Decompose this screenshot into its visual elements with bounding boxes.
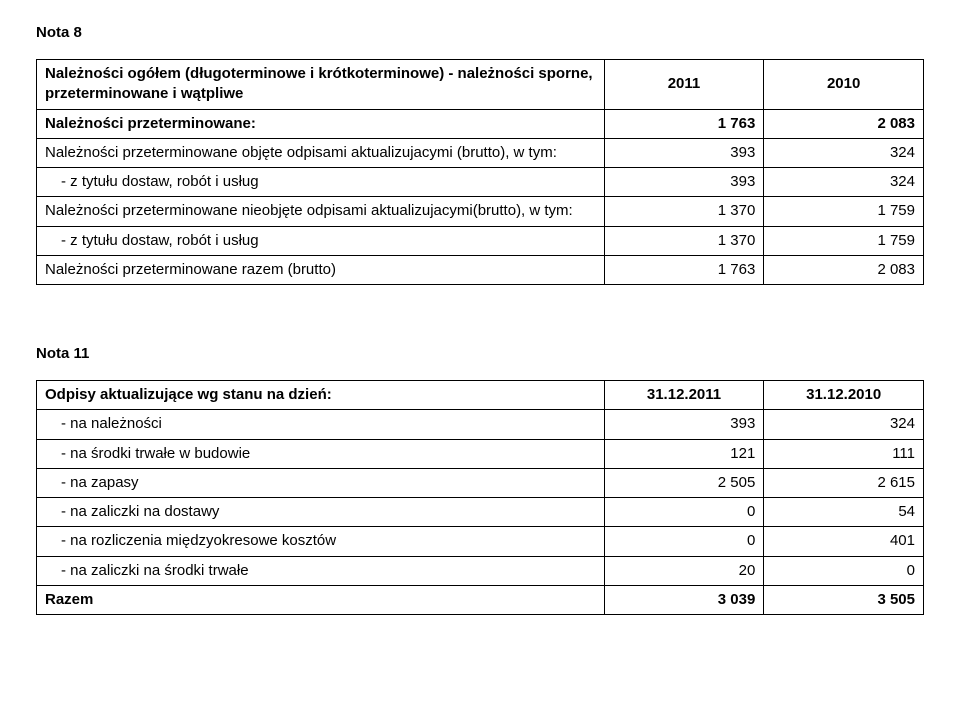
nota11-row-v1: 393 (604, 410, 764, 439)
nota8-row-label: - z tytułu dostaw, robót i usług (37, 168, 605, 197)
nota8-row-label: - z tytułu dostaw, robót i usług (37, 226, 605, 255)
nota8-row-v2: 2 083 (764, 109, 924, 138)
nota11-row-v2: 111 (764, 439, 924, 468)
nota11-row-v1: 0 (604, 527, 764, 556)
nota11-row-label: - na środki trwałe w budowie (37, 439, 605, 468)
nota11-col2: 31.12.2010 (764, 381, 924, 410)
nota8-row-v1: 1 370 (604, 197, 764, 226)
nota11-total-v2: 3 505 (764, 585, 924, 614)
nota8-row-v1: 1 763 (604, 109, 764, 138)
table-row: Należności przeterminowane razem (brutto… (37, 255, 924, 284)
table-header-row: Odpisy aktualizujące wg stanu na dzień: … (37, 381, 924, 410)
nota8-heading: Nota 8 (36, 24, 924, 41)
nota11-row-label: - na zaliczki na dostawy (37, 498, 605, 527)
nota8-row-v1: 1 370 (604, 226, 764, 255)
nota11-row-label: - na zapasy (37, 468, 605, 497)
table-row: - z tytułu dostaw, robót i usług1 3701 7… (37, 226, 924, 255)
nota8-row-v2: 324 (764, 138, 924, 167)
nota8-row-label: Należności przeterminowane nieobjęte odp… (37, 197, 605, 226)
table-row: - na zaliczki na środki trwałe200 (37, 556, 924, 585)
nota11-row-v2: 0 (764, 556, 924, 585)
nota8-row-v1: 393 (604, 168, 764, 197)
nota11-row-v1: 121 (604, 439, 764, 468)
table-row: Należności przeterminowane:1 7632 083 (37, 109, 924, 138)
nota11-row-v1: 20 (604, 556, 764, 585)
nota11-row-v1: 2 505 (604, 468, 764, 497)
nota11-row-v2: 401 (764, 527, 924, 556)
nota8-col1: 2011 (604, 60, 764, 110)
nota8-header-label: Należności ogółem (długoterminowe i krót… (37, 60, 605, 110)
nota8-row-v2: 1 759 (764, 197, 924, 226)
nota11-total-row: Razem 3 039 3 505 (37, 585, 924, 614)
table-header-row: Należności ogółem (długoterminowe i krót… (37, 60, 924, 110)
nota11-header-label: Odpisy aktualizujące wg stanu na dzień: (37, 381, 605, 410)
nota11-total-label: Razem (37, 585, 605, 614)
nota8-row-label: Należności przeterminowane objęte odpisa… (37, 138, 605, 167)
table-row: - na rozliczenia międzyokresowe kosztów0… (37, 527, 924, 556)
nota11-row-label: - na należności (37, 410, 605, 439)
nota11-table: Odpisy aktualizujące wg stanu na dzień: … (36, 380, 924, 615)
nota11-row-v2: 324 (764, 410, 924, 439)
table-row: Należności przeterminowane objęte odpisa… (37, 138, 924, 167)
table-row: - na należności393324 (37, 410, 924, 439)
nota11-row-v2: 2 615 (764, 468, 924, 497)
nota8-row-label: Należności przeterminowane razem (brutto… (37, 255, 605, 284)
table-row: - na środki trwałe w budowie121111 (37, 439, 924, 468)
nota8-col2: 2010 (764, 60, 924, 110)
table-row: Należności przeterminowane nieobjęte odp… (37, 197, 924, 226)
nota8-row-v2: 2 083 (764, 255, 924, 284)
nota11-total-v1: 3 039 (604, 585, 764, 614)
nota11-row-label: - na rozliczenia międzyokresowe kosztów (37, 527, 605, 556)
nota8-row-label: Należności przeterminowane: (37, 109, 605, 138)
nota8-row-v2: 1 759 (764, 226, 924, 255)
nota8-table: Należności ogółem (długoterminowe i krót… (36, 59, 924, 285)
nota8-row-v1: 393 (604, 138, 764, 167)
nota11-col1: 31.12.2011 (604, 381, 764, 410)
table-row: - na zaliczki na dostawy054 (37, 498, 924, 527)
table-row: - na zapasy2 5052 615 (37, 468, 924, 497)
nota11-row-v1: 0 (604, 498, 764, 527)
nota11-heading: Nota 11 (36, 345, 924, 362)
table-row: - z tytułu dostaw, robót i usług393324 (37, 168, 924, 197)
nota11-row-v2: 54 (764, 498, 924, 527)
nota11-row-label: - na zaliczki na środki trwałe (37, 556, 605, 585)
nota8-row-v2: 324 (764, 168, 924, 197)
nota8-row-v1: 1 763 (604, 255, 764, 284)
